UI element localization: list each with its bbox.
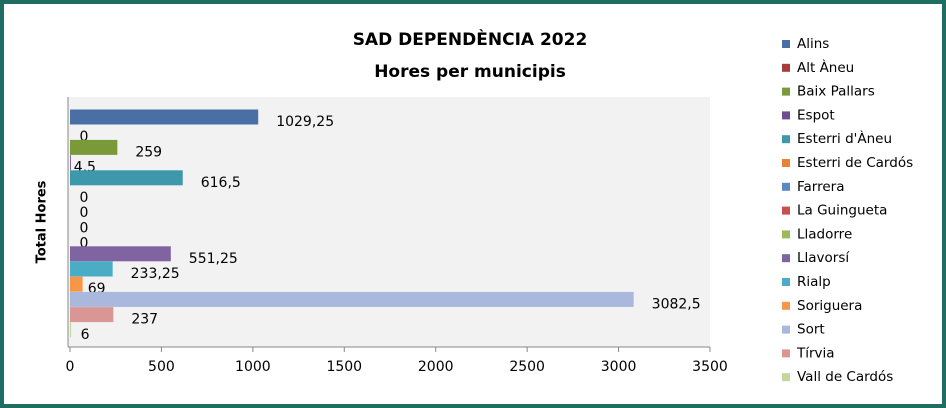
legend-swatch: [782, 135, 790, 144]
legend-swatch: [782, 63, 790, 72]
bar: [70, 307, 114, 323]
data-label: 6: [81, 327, 90, 343]
legend-swatch: [782, 159, 790, 167]
data-label: 0: [80, 236, 89, 252]
y-axis-title: Total Hores: [35, 180, 50, 263]
legend-label: Lladorre: [797, 226, 852, 242]
legend-label: Soriguera: [797, 298, 862, 314]
data-label: 259: [135, 144, 162, 160]
legend-label: Tírvia: [796, 345, 835, 361]
data-label: 3082,5: [652, 296, 701, 312]
bar: [70, 139, 118, 155]
legend-swatch: [782, 182, 790, 191]
bar: [70, 322, 72, 338]
x-tick-label: 1500: [326, 359, 362, 375]
legend-label: Esterri de Cardós: [797, 155, 913, 171]
legend-swatch: [782, 278, 790, 286]
data-label: 233,25: [131, 266, 180, 282]
bar: [70, 246, 171, 262]
legend-swatch: [782, 87, 790, 96]
legend-label: Rialp: [797, 274, 831, 290]
legend-label: Alins: [797, 36, 829, 52]
x-tick-label: 0: [66, 359, 75, 375]
bar: [70, 291, 634, 307]
bar: [70, 155, 71, 171]
plot-area: [68, 97, 710, 347]
legend-label: Farrera: [797, 179, 845, 195]
legend-label: Alt Àneu: [797, 59, 854, 76]
legend-swatch: [782, 230, 790, 239]
legend-label: Esterri d'Àneu: [797, 130, 892, 147]
legend-swatch: [782, 373, 790, 382]
legend-swatch: [782, 206, 790, 215]
legend-label: Espot: [797, 107, 835, 123]
x-tick-label: 3000: [601, 359, 637, 375]
data-label: 0: [80, 220, 89, 236]
data-label: 616,5: [201, 175, 241, 191]
data-label: 0: [80, 205, 89, 221]
data-label: 0: [80, 190, 89, 206]
legend-swatch: [782, 111, 790, 120]
bar: [70, 170, 183, 186]
x-tick-label: 500: [148, 359, 175, 375]
x-tick-label: 2500: [509, 359, 545, 375]
chart-title: SAD DEPENDÈNCIA 2022: [353, 28, 588, 50]
legend-label: La Guingueta: [797, 203, 887, 219]
legend-label: Sort: [797, 322, 825, 338]
x-tick-label: 3500: [692, 359, 728, 375]
data-label: 551,25: [189, 251, 238, 267]
bar: [70, 276, 83, 292]
data-label: 1029,25: [276, 114, 334, 130]
legend-label: Llavorsí: [797, 250, 850, 266]
legend-label: Vall de Cardós: [797, 369, 893, 385]
x-tick-label: 2000: [418, 359, 454, 375]
legend-swatch: [782, 349, 790, 358]
bar: [70, 261, 113, 277]
data-label: 0: [80, 129, 89, 145]
bar: [70, 109, 259, 125]
legend-label: Baix Pallars: [797, 84, 875, 100]
data-label: 237: [131, 312, 158, 328]
legend-swatch: [782, 40, 790, 48]
legend-swatch: [782, 254, 790, 263]
legend-swatch: [782, 301, 790, 310]
legend-swatch: [782, 325, 790, 334]
x-tick-label: 1000: [235, 359, 271, 375]
chart-subtitle: Hores per municipis: [374, 62, 566, 82]
